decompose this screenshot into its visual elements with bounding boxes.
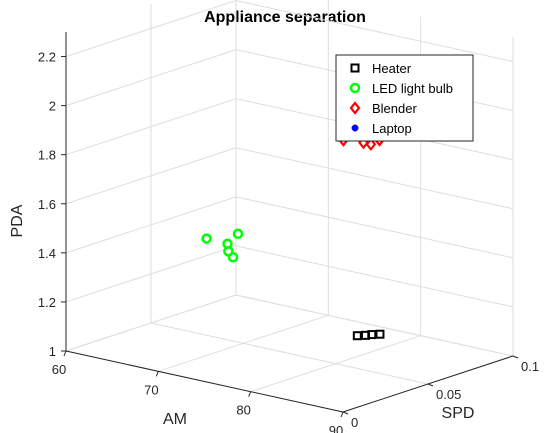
x-tick-label: 70 — [144, 382, 158, 397]
grid-line-z — [65, 147, 237, 205]
legend-label: LED light bulb — [372, 81, 453, 96]
data-point — [201, 233, 212, 244]
x-axis-line — [65, 350, 344, 413]
grid-line-z — [65, 98, 237, 156]
legend-marker — [350, 63, 360, 73]
y-tick-mark — [512, 355, 519, 359]
z-tick-label: 2.2 — [38, 50, 56, 65]
y-tick-mark — [427, 383, 434, 387]
grid-line-z — [235, 245, 514, 308]
grid-line-y — [150, 322, 429, 385]
z-axis-label: PDA — [9, 204, 26, 237]
legend-label: Heater — [372, 61, 412, 76]
x-tick-mark — [63, 350, 67, 357]
legend: Heater LED light bulb Blender Laptop — [335, 54, 474, 142]
grid-line-z — [65, 196, 237, 254]
series-heater — [352, 329, 385, 341]
grid-line-z — [235, 294, 514, 357]
z-tick-label: 1.6 — [38, 197, 56, 212]
z-tick-label: 1.4 — [38, 246, 56, 261]
data-point — [227, 252, 239, 263]
x-tick-label: 80 — [236, 403, 250, 418]
legend-marker — [351, 124, 359, 132]
y-axis-label: SPD — [442, 405, 475, 422]
x-axis-label: AM — [163, 411, 187, 428]
x-tick-label: 60 — [52, 362, 66, 377]
x-tick-mark — [340, 411, 344, 418]
grid-line-z — [65, 0, 237, 58]
legend-label: Laptop — [372, 121, 412, 136]
x-tick-label: 90 — [329, 423, 343, 433]
data-points — [201, 121, 385, 341]
y-tick-mark — [342, 411, 349, 415]
x-tick-mark — [155, 371, 159, 377]
data-point — [367, 330, 377, 340]
chart-title: Appliance separation — [204, 9, 366, 26]
grid-line-z — [235, 196, 514, 259]
data-point — [352, 331, 362, 341]
grid-line-z — [235, 0, 514, 63]
y-tick-label: 0.05 — [436, 387, 461, 402]
z-tick-label: 2 — [49, 99, 56, 114]
z-tick-label: 1.8 — [38, 148, 56, 163]
axes — [61, 32, 519, 418]
y-tick-label: 0 — [351, 415, 358, 430]
data-point — [232, 228, 244, 240]
legend-marker — [349, 101, 361, 115]
legend-marker — [349, 82, 361, 94]
tick-labels: 60 70 80 90 0 0.05 0.1 1 1.2 1.4 1.6 1.8 2 2.2 — [38, 50, 539, 433]
data-point — [375, 329, 385, 339]
z-tick-label: 1 — [49, 344, 56, 359]
z-tick-label: 1.2 — [38, 295, 56, 310]
y-tick-label: 0.1 — [521, 359, 539, 374]
grid-line-z — [235, 147, 514, 210]
grid-line-z — [65, 49, 237, 107]
series-led-light-bulb — [201, 228, 244, 263]
grid-line-z — [65, 245, 237, 303]
grid-line-z — [65, 294, 237, 352]
x-tick-mark — [248, 391, 252, 397]
legend-label: Blender — [372, 101, 417, 116]
data-point — [365, 137, 377, 152]
